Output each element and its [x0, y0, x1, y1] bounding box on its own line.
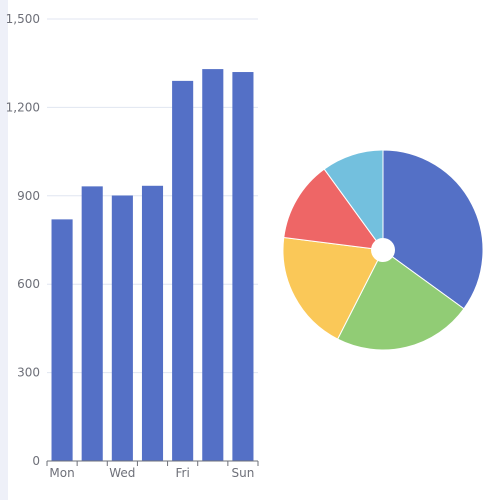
pie-slice-2: [336, 249, 465, 351]
x-tick-label: Sun: [232, 466, 255, 480]
bar-series: [51, 69, 254, 462]
y-tick-label: 600: [17, 277, 40, 291]
pie-slice-1: [382, 149, 484, 310]
bar-mon: [51, 219, 73, 461]
y-tick-label: 1,200: [6, 100, 40, 114]
pie-slice-3: [282, 236, 384, 340]
pie-slice-4: [283, 168, 385, 251]
y-tick-label: 300: [17, 366, 40, 380]
x-axis: Mon Wed Fri Sun: [46, 460, 259, 480]
bar-fri: [172, 80, 194, 461]
pie-slice-5: [323, 149, 384, 252]
y-tick-label: 1,500: [6, 12, 40, 26]
y-tick-label: 900: [17, 189, 40, 203]
bar-thu: [141, 185, 164, 462]
x-tick-label: Wed: [109, 466, 135, 480]
bar-sun: [232, 72, 254, 461]
bar-sat: [202, 69, 224, 462]
x-tick-label: Fri: [175, 466, 189, 480]
y-tick-label: 0: [32, 454, 40, 468]
left-edge-strip: [0, 0, 8, 500]
bar-wed: [111, 195, 133, 461]
x-tick-label: Mon: [49, 466, 74, 480]
y-axis-tick-labels: 0 300 600 900 1,200 1,500: [6, 12, 40, 468]
pie-chart: [282, 149, 484, 351]
pie-center-hole: [371, 238, 395, 262]
bar-tue: [81, 186, 103, 461]
